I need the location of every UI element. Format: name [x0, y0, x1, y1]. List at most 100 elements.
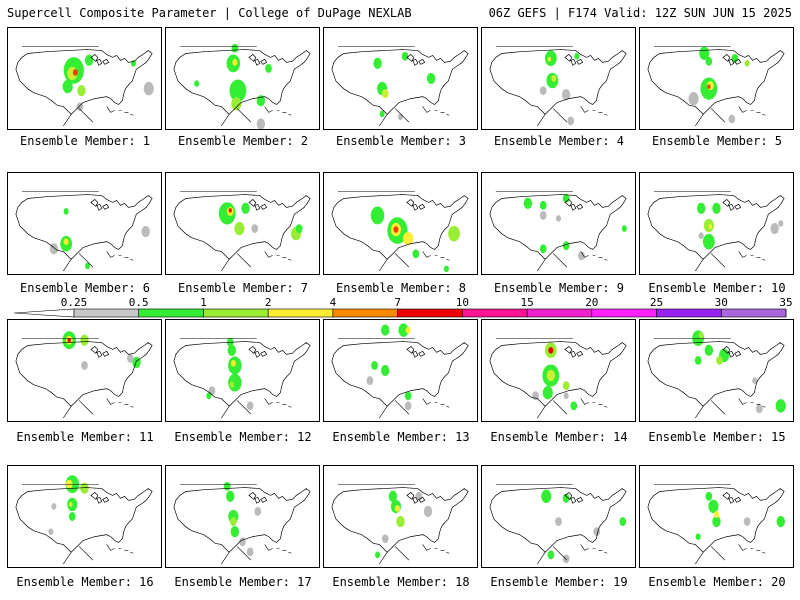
mexico-outline	[379, 544, 431, 565]
scp-contour-area	[752, 377, 758, 384]
member-caption: Ensemble Member: 14	[490, 430, 628, 444]
scp-contour-area	[743, 517, 751, 526]
scp-contour-area	[194, 80, 200, 87]
scp-contour-area	[695, 533, 701, 541]
colorbar-tick-label: 30	[715, 296, 728, 309]
colorbar-segment	[203, 308, 269, 318]
scp-contour-area	[562, 554, 570, 564]
great-lakes	[248, 54, 268, 66]
scp-contour-area	[698, 232, 704, 239]
colorbar-tick-label: 20	[585, 296, 598, 309]
great-lakes	[722, 346, 742, 358]
scp-contour-area	[563, 392, 569, 400]
member-caption: Ensemble Member: 4	[493, 134, 625, 148]
member-caption: Ensemble Member: 15	[648, 430, 786, 444]
colorbar-legend: 0.25 0.5 1 2 4 7 10 15 20 25 30 35	[13, 296, 793, 318]
member-caption: Ensemble Member: 12	[174, 430, 312, 444]
scp-contour-area	[227, 344, 236, 356]
scp-contour-area	[81, 361, 88, 370]
scp-contour-area	[127, 353, 134, 363]
caribbean-islands	[592, 110, 608, 116]
ensemble-map-panel	[165, 319, 320, 422]
coastline	[489, 487, 627, 553]
scp-contour-area	[778, 220, 784, 227]
ensemble-map-panel	[7, 172, 162, 275]
scp-contour-area	[443, 265, 449, 273]
scp-contour-area	[371, 361, 378, 370]
colorbar-tick-label: 0.25	[61, 296, 88, 309]
member-caption: Ensemble Member: 19	[490, 575, 628, 589]
mexico-outline	[695, 398, 747, 419]
scp-contour-area	[130, 60, 136, 67]
product-title: Supercell Composite Parameter | College …	[7, 6, 412, 20]
scp-contour-area	[404, 401, 412, 411]
caribbean-islands	[750, 110, 766, 116]
mexico-outline	[537, 251, 589, 272]
scp-contour-area	[62, 79, 73, 94]
member-caption: Ensemble Member: 11	[16, 430, 154, 444]
caribbean-islands	[750, 548, 766, 554]
scp-contour-area	[72, 69, 78, 76]
colorbar-tick-label: 0.5	[129, 296, 149, 309]
ensemble-map-panel	[639, 465, 794, 568]
great-lakes	[90, 346, 110, 358]
caribbean-islands	[592, 255, 608, 261]
colorbar-segment	[656, 308, 722, 318]
scp-contour-area	[567, 116, 575, 126]
scp-contour-area	[381, 534, 389, 544]
member-caption: Ensemble Member: 8	[335, 281, 467, 295]
scp-contour-area	[381, 89, 389, 99]
colorbar-segment	[397, 308, 463, 318]
scp-contour-area	[141, 226, 150, 238]
caribbean-islands	[434, 255, 450, 261]
scp-contour-area	[228, 208, 232, 213]
member-caption: Ensemble Member: 1	[19, 134, 151, 148]
member-caption: Ensemble Member: 16	[16, 575, 154, 589]
ensemble-map-panel	[639, 27, 794, 130]
scp-contour-area	[246, 401, 254, 411]
mexico-outline	[63, 544, 115, 565]
scp-contour-area	[619, 517, 627, 526]
member-caption: Ensemble Member: 5	[651, 134, 783, 148]
mexico-outline	[63, 398, 115, 419]
scp-contour-area	[544, 50, 557, 67]
scp-contour-area	[85, 262, 91, 270]
member-caption: Ensemble Member: 17	[174, 575, 312, 589]
scp-contour-area	[744, 60, 750, 67]
colorbar-tick-label: 25	[650, 296, 663, 309]
run-valid-time: 06Z GEFS | F174 Valid: 12Z SUN JUN 15 20…	[488, 6, 792, 20]
ensemble-map-panel	[323, 465, 478, 568]
scp-contour-area	[775, 399, 786, 413]
ensemble-map-panel	[165, 465, 320, 568]
scp-contour-area	[698, 331, 704, 339]
colorbar-segment	[526, 308, 593, 318]
mexico-outline	[63, 106, 115, 127]
scp-contour-area	[404, 391, 412, 401]
scp-contour-area	[696, 202, 706, 214]
scp-contour-area	[713, 511, 720, 518]
ensemble-map-panel	[481, 465, 636, 568]
caribbean-islands	[434, 548, 450, 554]
scp-contour-area	[80, 482, 89, 494]
scp-contour-area	[393, 226, 399, 233]
scp-contour-area	[555, 215, 562, 222]
scp-contour-area	[423, 505, 433, 518]
coastline	[331, 487, 469, 553]
coastline	[489, 194, 627, 260]
scp-contour-area	[708, 499, 719, 514]
scp-contour-area	[234, 221, 245, 236]
caribbean-islands	[434, 402, 450, 408]
scp-contour-area	[51, 503, 57, 510]
scp-contour-area	[80, 334, 89, 346]
colorbar-tick-label: 15	[520, 296, 533, 309]
scp-contour-area	[370, 206, 385, 225]
great-lakes	[406, 54, 426, 66]
scp-contour-area	[548, 346, 554, 354]
colorbar-segment	[73, 308, 140, 318]
great-lakes	[722, 199, 742, 211]
caribbean-islands	[276, 110, 292, 116]
colorbar-tick-label: 35	[779, 296, 792, 309]
caribbean-islands	[118, 402, 134, 408]
coastline	[15, 49, 153, 115]
scp-contour-area	[541, 489, 552, 503]
